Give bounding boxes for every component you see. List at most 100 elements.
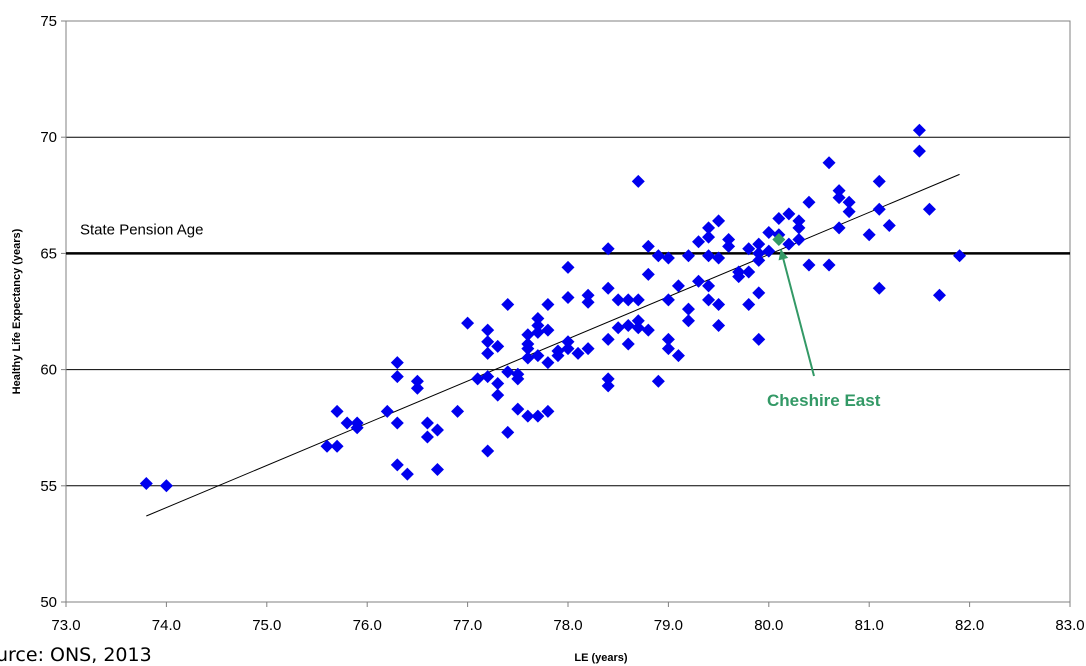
data-point <box>782 207 796 221</box>
data-point <box>702 293 716 307</box>
data-point <box>430 423 444 437</box>
data-point <box>571 346 585 360</box>
data-point <box>159 479 173 493</box>
data-point <box>481 346 495 360</box>
data-point <box>320 439 334 453</box>
data-point <box>912 123 926 137</box>
data-point <box>581 295 595 309</box>
data-point <box>531 318 545 332</box>
data-point <box>350 416 364 430</box>
data-point <box>611 321 625 335</box>
axis-ticks: 50 55 60 65 70 75 73.0 74.0 75.0 76.0 77.0 78.0 79.0… <box>40 13 1084 634</box>
data-point <box>641 323 655 337</box>
data-point <box>752 237 766 251</box>
data-point <box>471 372 485 386</box>
data-point <box>551 344 565 358</box>
data-point <box>541 323 555 337</box>
data-point <box>661 251 675 265</box>
data-point <box>782 237 796 251</box>
data-point <box>742 265 756 279</box>
data-point <box>802 195 816 209</box>
data-point <box>601 332 615 346</box>
data-point <box>702 279 716 293</box>
data-point <box>722 232 736 246</box>
data-point <box>772 212 786 226</box>
data-point <box>541 298 555 312</box>
gridlines <box>66 136 1070 487</box>
data-point <box>712 251 726 265</box>
data-point <box>912 144 926 158</box>
data-point <box>872 202 886 216</box>
data-point <box>481 335 495 349</box>
data-point <box>340 416 354 430</box>
data-point <box>822 258 836 272</box>
data-point <box>671 349 685 363</box>
x-tick-label: 77.0 <box>453 617 482 634</box>
state-pension-age-line: State Pension Age <box>66 221 1070 255</box>
data-point <box>822 156 836 170</box>
data-point <box>671 279 685 293</box>
data-point <box>872 281 886 295</box>
data-point <box>390 356 404 370</box>
data-point <box>561 291 575 305</box>
data-point <box>681 302 695 316</box>
x-tick-label: 73.0 <box>51 617 80 634</box>
trend-line <box>146 173 960 517</box>
data-point <box>732 265 746 279</box>
data-point <box>661 293 675 307</box>
data-point <box>882 219 896 233</box>
data-point <box>601 281 615 295</box>
x-tick-label: 75.0 <box>252 617 281 634</box>
data-point <box>792 221 806 235</box>
data-point <box>390 416 404 430</box>
data-point <box>601 372 615 386</box>
data-point <box>792 232 806 246</box>
data-point <box>712 318 726 332</box>
data-point <box>872 174 886 188</box>
annotation-arrow <box>779 249 815 377</box>
data-point <box>702 249 716 263</box>
data-point <box>491 339 505 353</box>
data-point <box>561 342 575 356</box>
data-point <box>521 351 535 365</box>
data-point <box>722 239 736 253</box>
data-point <box>511 367 525 381</box>
data-point <box>792 214 806 228</box>
x-axis-title: LE (years) <box>574 652 628 664</box>
data-point <box>702 221 716 235</box>
data-point <box>681 249 695 263</box>
data-point <box>481 370 495 384</box>
data-point <box>651 374 665 388</box>
data-point <box>762 225 776 239</box>
data-point <box>681 314 695 328</box>
data-point <box>521 409 535 423</box>
y-tick-label: 75 <box>40 13 57 30</box>
data-point <box>531 349 545 363</box>
data-point <box>832 191 846 205</box>
data-point <box>631 321 645 335</box>
data-point <box>531 311 545 325</box>
data-point <box>601 379 615 393</box>
data-point <box>501 298 515 312</box>
data-point <box>380 404 394 418</box>
data-points <box>139 123 967 493</box>
data-point <box>501 425 515 439</box>
plot-area-frame <box>65 20 1071 603</box>
data-point <box>501 365 515 379</box>
x-tick-label: 82.0 <box>955 617 984 634</box>
data-point <box>862 228 876 242</box>
data-point <box>139 476 153 490</box>
data-point <box>541 356 555 370</box>
data-point <box>842 195 856 209</box>
data-point <box>742 298 756 312</box>
data-point <box>752 246 766 260</box>
data-point <box>511 402 525 416</box>
data-point <box>742 242 756 256</box>
x-tick-label: 81.0 <box>855 617 884 634</box>
data-point <box>932 288 946 302</box>
y-tick-label: 65 <box>40 245 57 262</box>
data-point <box>832 221 846 235</box>
data-point <box>601 242 615 256</box>
y-tick-label: 60 <box>40 362 57 379</box>
